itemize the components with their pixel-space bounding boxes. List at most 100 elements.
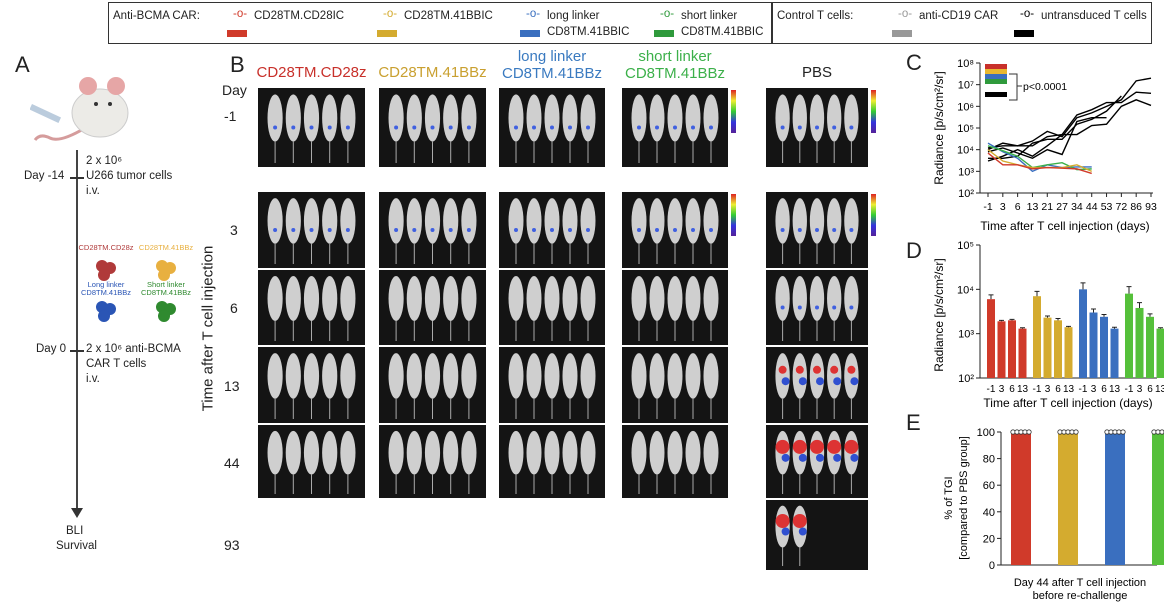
bar xyxy=(1018,328,1027,378)
x-tick-label: 27 xyxy=(1056,201,1068,213)
x-tick-label: -1 xyxy=(983,201,992,213)
bar xyxy=(1156,328,1164,378)
car-t-cell-icon xyxy=(156,301,176,322)
bli-mouse-image xyxy=(499,425,605,498)
legend-swatch xyxy=(1014,30,1034,37)
x-tick-label: -1 xyxy=(1033,384,1042,395)
panel-a-letter: A xyxy=(15,52,30,77)
x-tick-label: -1 xyxy=(1079,384,1088,395)
timeline-arrow-icon xyxy=(71,508,83,518)
sig-swatch xyxy=(985,69,1007,74)
legend-marker-icon: -o- xyxy=(898,8,913,20)
route-1: i.v. xyxy=(86,185,100,197)
route-2: i.v. xyxy=(86,373,100,385)
error-bar xyxy=(1009,318,1015,321)
panel-d-letter: D xyxy=(906,238,922,263)
bar xyxy=(1125,293,1133,378)
bli-mouse-image xyxy=(622,425,728,498)
group-l1: CD28TM.41BBz xyxy=(138,243,194,252)
error-bar xyxy=(999,319,1004,322)
x-tick-label: 93 xyxy=(1145,201,1157,213)
x-tick-label: -1 xyxy=(987,384,996,395)
error-bar xyxy=(1020,327,1025,329)
bli-mouse-image xyxy=(258,270,365,345)
x-tick-label: 6 xyxy=(1147,384,1153,395)
x-tick-label: 44 xyxy=(1086,201,1098,213)
bar xyxy=(1152,432,1164,565)
column-header-l1: PBS xyxy=(801,64,832,81)
group-l2: CD8TM.41BBz xyxy=(80,288,131,297)
bli-mouse-image xyxy=(379,192,486,268)
legend-anti-bcma xyxy=(108,2,772,44)
p-value: p<0.0001 xyxy=(1023,81,1067,93)
x-tick-label: 6 xyxy=(1009,384,1015,395)
error-bar xyxy=(1045,315,1050,318)
sig-swatch xyxy=(985,64,1007,69)
readout-bli: BLI xyxy=(66,525,84,537)
group-l1: Short linker xyxy=(147,280,185,289)
x-tick-label: 34 xyxy=(1071,201,1083,213)
bar xyxy=(1110,328,1119,378)
tick-day-m14 xyxy=(70,177,84,179)
radiance-color-scale xyxy=(871,90,876,134)
column-header: PBS xyxy=(759,64,875,81)
bar xyxy=(1146,316,1154,378)
x-tick-label: 13 xyxy=(1017,384,1029,395)
day-label: 13 xyxy=(224,378,240,394)
legend-swatch xyxy=(892,30,912,37)
error-bar xyxy=(1137,302,1142,308)
bar xyxy=(987,299,995,378)
sig-swatch xyxy=(985,74,1007,79)
bli-mouse-image xyxy=(622,192,728,268)
error-bar xyxy=(1126,286,1132,294)
dose-2: 2 x 10⁶ anti-BCMA xyxy=(86,343,181,355)
legend-label: long linker xyxy=(547,10,600,22)
car-group-label: CD28TM.41BBz xyxy=(137,244,195,252)
legend-marker-icon: -o- xyxy=(233,8,248,20)
y-axis-label: Radiance [p/s/cm²/sr] xyxy=(932,258,946,371)
legend-label-2: CD8TM.41BBIC xyxy=(681,26,764,38)
bli-mouse-image xyxy=(379,88,486,167)
column-header-l1: CD28TM.CD28z xyxy=(256,64,367,81)
readout-survival: Survival xyxy=(56,540,97,552)
bli-mouse-image xyxy=(499,347,605,423)
dose-1: 2 x 10⁶ xyxy=(86,155,123,167)
error-bar xyxy=(1080,282,1086,290)
bli-mouse-image xyxy=(499,192,605,268)
sig-swatch xyxy=(985,79,1007,84)
radiance-color-scale xyxy=(731,194,736,236)
bar xyxy=(1089,312,1098,378)
column-header-l1: CD28TM.41BBz xyxy=(378,64,487,81)
bli-mouse-image xyxy=(379,347,486,423)
bar xyxy=(1058,432,1078,565)
bli-mouse-image xyxy=(258,192,365,268)
x-tick-label: 13 xyxy=(1027,201,1039,213)
day-header: Day xyxy=(222,82,247,98)
legend-swatch xyxy=(377,30,397,37)
legend-label-2: CD8TM.41BBIC xyxy=(547,26,630,38)
y-tick-label: 10⁴ xyxy=(957,284,974,296)
legend-marker-icon: -o- xyxy=(526,8,541,20)
x-tick-label: 13 xyxy=(1109,384,1121,395)
y-tick-label: 10² xyxy=(958,373,974,385)
legend-marker-icon: -o- xyxy=(660,8,675,20)
group-l1: Long linker xyxy=(87,280,125,289)
data-point xyxy=(1159,429,1164,435)
sig-swatch xyxy=(985,92,1007,97)
bar xyxy=(1008,320,1016,378)
x-tick-label: 3 xyxy=(999,384,1005,395)
error-bar xyxy=(1147,313,1153,317)
tick-day-0 xyxy=(70,350,84,352)
panel-e-letter: E xyxy=(906,410,921,435)
error-bar xyxy=(1158,327,1163,329)
x-tick-label: -1 xyxy=(1125,384,1134,395)
bar xyxy=(1011,432,1031,565)
column-header: short linker CD8TM.41BBz xyxy=(617,48,733,82)
car-t-cell-icon xyxy=(96,301,116,322)
bli-mouse-image xyxy=(258,425,365,498)
bar xyxy=(1043,317,1052,378)
x-tick-label: 21 xyxy=(1041,201,1053,213)
legend-control-label: Control T cells: xyxy=(777,10,854,22)
x-tick-label: 13 xyxy=(1063,384,1075,395)
